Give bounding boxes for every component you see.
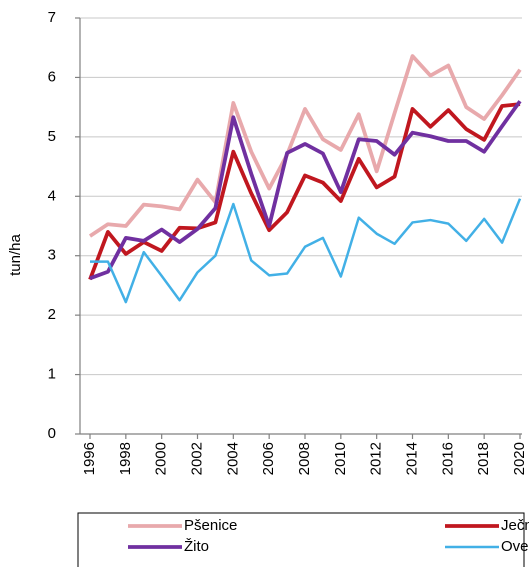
- y-tick-label: 4: [48, 187, 56, 204]
- y-tick-label: 1: [48, 366, 56, 383]
- x-tick-label: 2020: [511, 442, 528, 475]
- x-tick-label: 2012: [368, 442, 385, 475]
- y-tick-label: 3: [48, 247, 56, 264]
- series-line: [88, 54, 522, 238]
- y-tick-label: 6: [48, 68, 56, 85]
- y-tick-label: 2: [48, 306, 56, 323]
- x-tick-label: 2008: [296, 442, 313, 475]
- x-tick-label: 1998: [117, 442, 134, 475]
- y-tick-label: 0: [48, 425, 56, 442]
- x-tick-label: 2002: [188, 442, 205, 475]
- x-tick-label: 2016: [439, 442, 456, 475]
- x-tick-label: 2010: [332, 442, 349, 475]
- y-tick-label: 7: [48, 9, 56, 26]
- legend-label: Žito: [184, 538, 209, 555]
- series-line: [88, 102, 521, 281]
- y-tick-label: 5: [48, 128, 56, 145]
- legend-label: Ječmen: [501, 517, 529, 534]
- x-tick-label: 2006: [260, 442, 277, 475]
- legend-label: Pšenice: [184, 517, 237, 534]
- series-line: [90, 198, 522, 304]
- x-tick-label: 1996: [81, 442, 98, 475]
- legend-box: [77, 512, 525, 567]
- x-tick-label: 2000: [153, 442, 170, 475]
- legend-label: Oves: [501, 538, 529, 555]
- x-tick-label: 2014: [403, 442, 420, 475]
- x-tick-label: 2004: [224, 442, 241, 475]
- y-axis-label: tun/ha: [7, 233, 24, 275]
- x-tick-label: 2018: [475, 442, 492, 475]
- series-line: [89, 100, 522, 281]
